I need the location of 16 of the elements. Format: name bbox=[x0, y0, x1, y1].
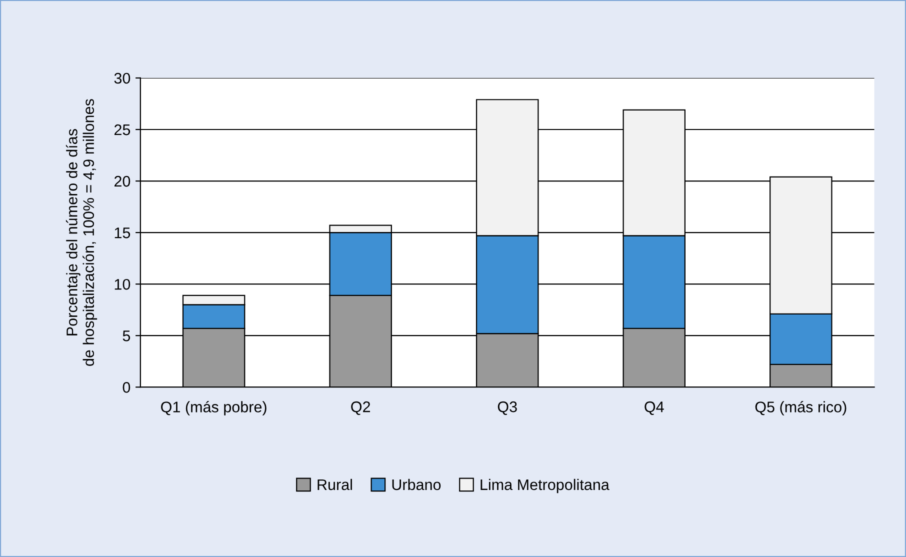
x-tick-label: Q4 bbox=[644, 401, 664, 415]
x-tick-label: Q5 (más rico) bbox=[755, 400, 846, 416]
x-tick-label: Q1 (más pobre) bbox=[161, 401, 266, 416]
y-tick-label: 15 bbox=[114, 228, 130, 238]
y-tick-label: 0 bbox=[122, 382, 130, 393]
legend-label: Rural bbox=[318, 478, 352, 490]
legend-label: Lima Metropolitana bbox=[480, 478, 610, 494]
y-tick-label: 10 bbox=[114, 278, 130, 290]
y-tick-label: 25 bbox=[114, 124, 130, 136]
legend-label: Urbano bbox=[392, 478, 441, 490]
y-tick-label: 30 bbox=[114, 72, 130, 84]
x-tick-label: Q3 bbox=[498, 401, 517, 415]
y-tick-label: 20 bbox=[114, 176, 130, 187]
y-axis-title: Porcentaje del número de días de hospitalización, 100% = 4,9 millones bbox=[66, 99, 98, 366]
y-tick-label: 5 bbox=[122, 330, 130, 342]
x-tick-label: Q2 bbox=[351, 401, 370, 415]
